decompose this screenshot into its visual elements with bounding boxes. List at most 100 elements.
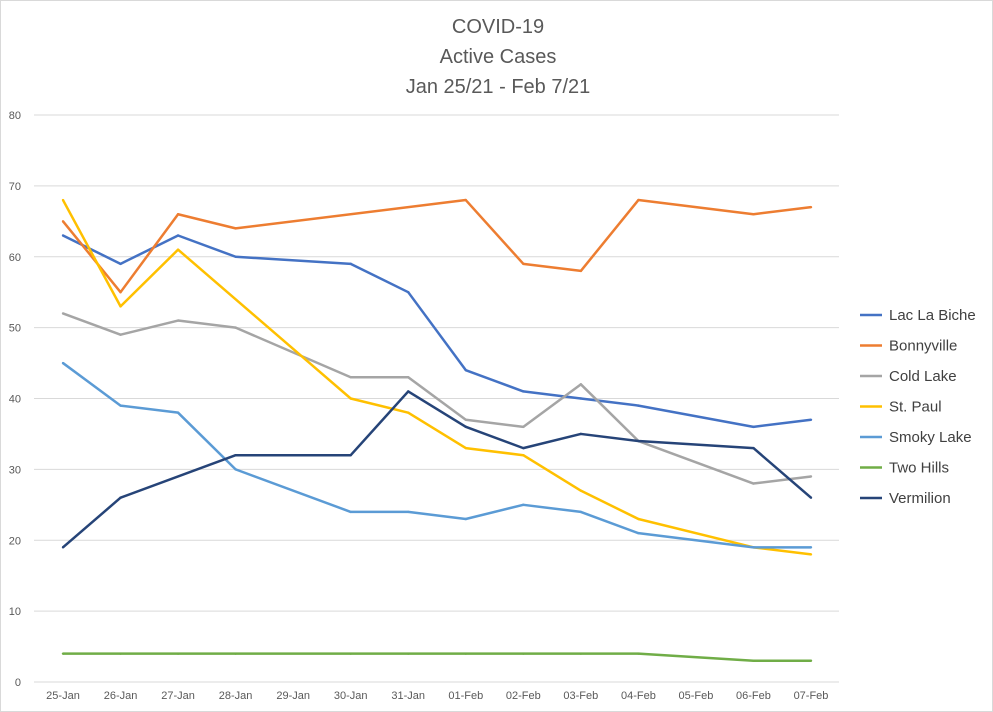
series-line-bonnyville [62,198,812,294]
chart-title-line-3: Jan 25/21 - Feb 7/21 [406,76,591,98]
data-point [464,368,467,372]
data-point [522,425,525,429]
data-point [61,652,65,655]
data-point [119,496,122,499]
data-point [464,446,467,450]
series-line-lac-la-biche [62,234,812,429]
data-point [234,652,237,655]
data-point [119,262,122,266]
data-point [637,517,640,521]
data-point [522,390,525,393]
x-tick-label: 02-Feb [506,690,541,702]
data-point [61,361,65,365]
chart-title-line-2: Active Cases [440,46,557,68]
y-tick-label: 40 [9,394,21,406]
x-tick-label: 07-Feb [794,690,829,702]
data-point [61,220,65,223]
y-tick-label: 10 [9,606,21,618]
series-line-cold-lake [62,312,812,485]
data-point [176,248,180,251]
x-tick-label: 25-Jan [46,690,80,702]
data-point [61,198,65,202]
data-point [407,652,410,655]
x-tick-label: 28-Jan [219,690,253,702]
y-tick-label: 50 [9,323,21,335]
data-point [522,454,525,457]
data-point [637,531,640,535]
data-point [119,333,122,336]
data-point [637,439,640,443]
data-point [349,262,352,266]
y-tick-label: 60 [9,252,21,264]
data-point [579,397,583,400]
data-point [119,305,122,308]
x-tick-label: 01-Feb [448,690,483,702]
data-point [61,312,65,315]
data-point [234,255,237,258]
data-point [349,454,352,457]
x-tick-label: 06-Feb [736,690,771,702]
data-point [234,227,237,230]
data-point [809,659,813,662]
data-point [464,198,467,202]
data-point [579,489,583,492]
data-point [579,383,583,386]
x-tick-label: 31-Jan [391,690,425,702]
data-point [579,510,583,514]
data-point [176,319,180,322]
data-point [522,652,525,655]
x-tick-label: 05-Feb [678,690,713,702]
data-point [61,546,65,549]
data-point [752,659,755,662]
data-point [234,468,237,471]
data-point [752,546,755,549]
data-point [579,432,583,436]
data-point [407,390,410,393]
data-point [522,262,525,266]
y-tick-label: 80 [9,110,21,122]
data-point [809,475,813,478]
data-point [407,376,410,379]
data-point [752,482,755,485]
y-tick-label: 20 [9,535,21,547]
data-point [407,290,410,294]
data-point [119,652,122,655]
x-tick-label: 26-Jan [104,690,138,702]
data-point [234,454,237,457]
x-tick-label: 27-Jan [161,690,195,702]
x-tick-label: 04-Feb [621,690,656,702]
data-point [119,404,122,407]
data-point [61,234,65,237]
legend-label: Two Hills [889,460,949,477]
data-point [809,546,813,549]
data-point [752,446,755,450]
data-point [349,652,352,655]
data-point [464,418,467,421]
data-point [579,269,583,273]
x-tick-label: 03-Feb [563,690,598,702]
data-point [579,652,583,655]
data-point [176,652,180,655]
y-tick-label: 0 [15,677,21,689]
y-tick-label: 30 [9,464,21,476]
data-point [176,234,180,237]
data-point [809,418,813,421]
data-point [349,510,352,514]
legend-label: Lac La Biche [889,307,976,324]
data-point [637,652,640,655]
data-point [809,205,813,209]
data-point [349,397,352,400]
data-point [752,213,755,216]
data-point [176,213,180,216]
x-tick-label: 30-Jan [334,690,368,702]
series-line-two-hills [63,652,811,662]
data-point [234,326,237,329]
data-point [809,496,813,499]
series-line-smoky-lake [62,362,811,549]
chart-title-line-1: COVID-19 [452,16,544,38]
data-point [464,517,467,521]
legend-label: St. Paul [889,399,942,416]
legend-label: Smoky Lake [889,429,972,446]
data-point [752,425,755,429]
